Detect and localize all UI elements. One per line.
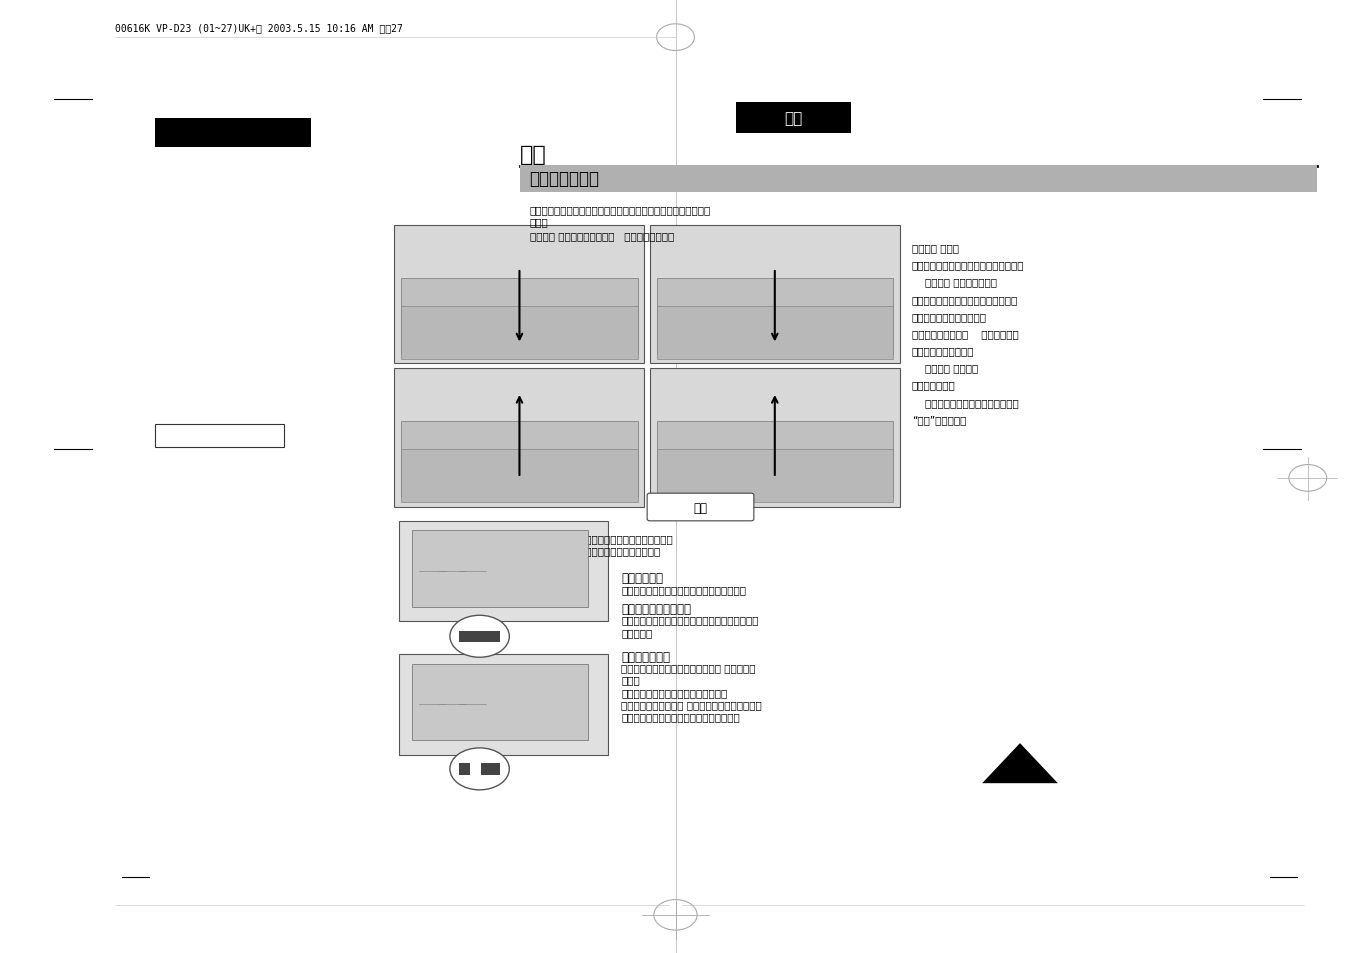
Text: 盖住小孔。: 盖住小孔。 xyxy=(621,627,653,637)
Bar xyxy=(657,450,893,502)
Bar xyxy=(412,531,588,607)
FancyBboxPatch shape xyxy=(647,494,754,521)
Bar xyxy=(657,278,893,355)
Bar xyxy=(401,421,638,497)
Bar xyxy=(394,226,644,364)
Text: （录像带打开退出）开关，打开带舱盖。: （录像带打开退出）开关，打开带舱盖。 xyxy=(912,260,1024,270)
Text: 如果不想保存录像带上的内容，请将写保护标签，: 如果不想保存录像带上的内容，请将写保护标签， xyxy=(621,615,759,624)
Bar xyxy=(736,103,851,133)
Circle shape xyxy=(450,616,509,658)
Bar xyxy=(657,421,893,497)
Text: 不得将其与磁体一同放置，也不得将 其放置在磁: 不得将其与磁体一同放置，也不得将 其放置在磁 xyxy=(621,662,757,672)
Bar xyxy=(459,631,500,642)
Text: 不得将其放在湿度高、尘土多的地方。: 不得将其放在湿度高、尘土多的地方。 xyxy=(621,687,728,697)
Text: 不得使用 不是微型数字视频（   ）盒带的录像带。: 不得使用 不是微型数字视频（ ）盒带的录像带。 xyxy=(530,231,674,240)
Bar xyxy=(394,369,644,507)
Text: 中文: 中文 xyxy=(785,111,802,126)
Bar xyxy=(401,307,638,359)
Text: 窗朝外和写保护标签朝上。: 窗朝外和写保护标签朝上。 xyxy=(912,312,988,321)
Text: 关上盒带舱仳。: 关上盒带舱仳。 xyxy=(912,380,955,390)
Text: 故障。: 故障。 xyxy=(530,217,549,227)
Text: 注意: 注意 xyxy=(693,501,708,514)
Text: 为保护状态，以防止其中的内容意外被删除掉。: 为保护状态，以防止其中的内容意外被删除掉。 xyxy=(530,546,661,556)
Bar xyxy=(412,664,588,740)
Bar xyxy=(470,763,481,775)
Text: 不得让盒式录像带从空中跌落或受到硬击。: 不得让盒式录像带从空中跌落或受到硬击。 xyxy=(621,712,740,721)
Text: 盒带将自 动装上。: 盒带将自 动装上。 xyxy=(912,363,978,373)
Text: 推动录像带上的安全标签以使小孔不被盖住。: 推动录像带上的安全标签以使小孔不被盖住。 xyxy=(621,584,747,594)
Bar xyxy=(399,655,608,755)
Text: 准备: 准备 xyxy=(520,145,547,164)
Text: 插入录像带或关闭盒带带舱时，不得用力过猛，否则有可能会导致: 插入录像带或关闭盒带带舱时，不得用力过猛，否则有可能会导致 xyxy=(530,205,711,214)
Bar xyxy=(401,450,638,502)
Bar xyxy=(650,226,900,364)
Text: 场中。: 场中。 xyxy=(621,675,640,684)
Polygon shape xyxy=(982,743,1058,783)
Text: 插入和退出盒带: 插入和退出盒带 xyxy=(530,171,600,188)
Text: 保护录像带：: 保护录像带： xyxy=(621,572,663,585)
Text: 请将录像带直立放置， 并且让其远离阳光的直射。: 请将录像带直立放置， 并且让其远离阳光的直射。 xyxy=(621,700,762,709)
Text: 推动盒带架机构上的    （推）标记，: 推动盒带架机构上的 （推）标记， xyxy=(912,329,1019,338)
Text: 完全关闭盒带舱仳，直到听到内部: 完全关闭盒带舱仳，直到听到内部 xyxy=(912,397,1019,407)
Text: “哕哙”一声为止。: “哕哙”一声为止。 xyxy=(912,415,966,424)
Text: 当您已经录好一盒帏望保存的录像带时，请将它设置: 当您已经录好一盒帏望保存的录像带时，请将它设置 xyxy=(530,534,673,543)
Text: 如何保存录像带: 如何保存录像带 xyxy=(621,650,670,663)
Bar xyxy=(459,763,500,775)
Bar xyxy=(155,119,311,148)
Circle shape xyxy=(450,748,509,790)
Text: 盒带架机 构将自动抬起。: 盒带架机 构将自动抬起。 xyxy=(912,277,997,287)
Text: 取消录像带的写保护：: 取消录像带的写保护： xyxy=(621,602,692,616)
Bar xyxy=(399,521,608,621)
Bar xyxy=(401,278,638,355)
Text: 连接电源 并推动: 连接电源 并推动 xyxy=(912,243,959,253)
Text: 将录像带插入盒带架，并让录像带观察: 将录像带插入盒带架，并让录像带观察 xyxy=(912,294,1019,304)
Bar xyxy=(155,424,284,448)
Text: 直到盒带架哕哙到位。: 直到盒带架哕哙到位。 xyxy=(912,346,974,355)
Bar xyxy=(657,307,893,359)
Bar xyxy=(520,166,1317,193)
Bar xyxy=(650,369,900,507)
Text: 00616K VP-D23 (01~27)UK+秒 2003.5.15 10:16 AM 页面27: 00616K VP-D23 (01~27)UK+秒 2003.5.15 10:1… xyxy=(115,24,403,33)
